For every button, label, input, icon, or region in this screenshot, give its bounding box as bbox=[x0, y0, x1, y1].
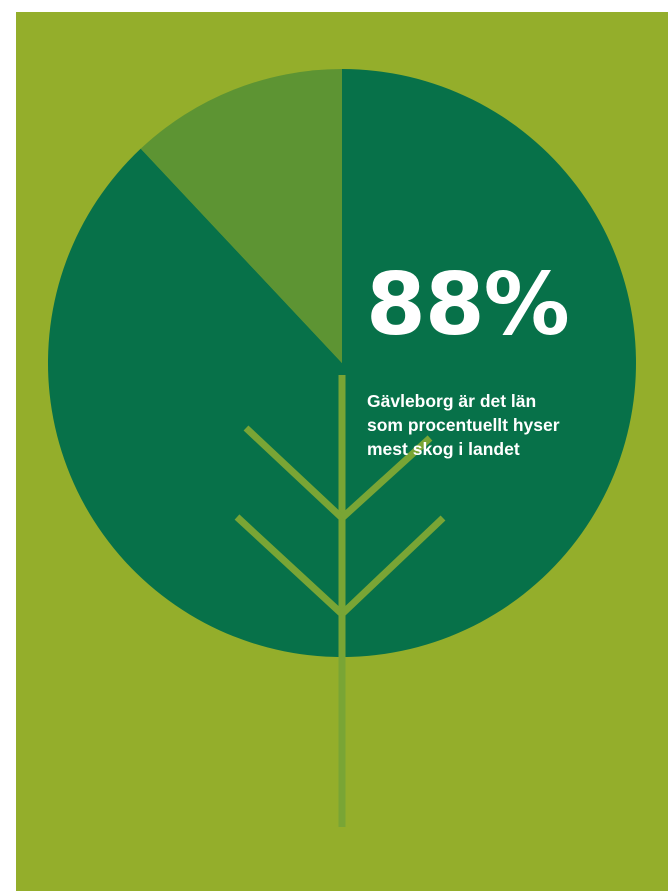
percentage-value: 88% bbox=[366, 255, 570, 355]
pie-slice-0 bbox=[47, 69, 636, 657]
tree-branch-upper-left bbox=[243, 425, 345, 521]
tree-stem-icon bbox=[234, 375, 446, 827]
percentage-caption: Gävleborg är det län som procentuellt hy… bbox=[367, 391, 560, 459]
pie-slices bbox=[47, 69, 636, 657]
tree-branch-lower-left bbox=[234, 514, 345, 617]
pie-slice-1 bbox=[140, 69, 342, 363]
tree-branch-lower-right bbox=[339, 515, 446, 617]
tree-branch-upper-right bbox=[339, 435, 433, 521]
